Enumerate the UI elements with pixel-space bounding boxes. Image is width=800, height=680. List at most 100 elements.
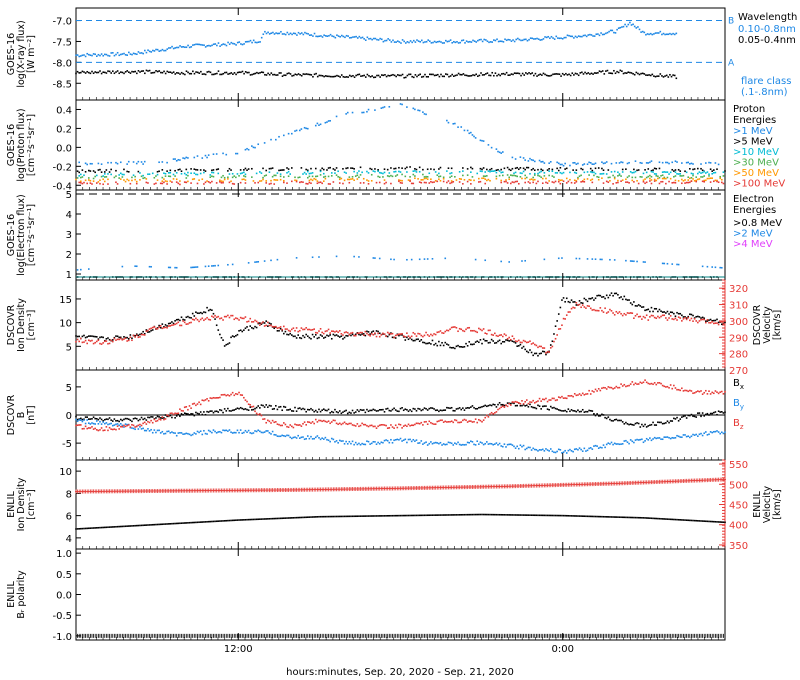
data-point bbox=[375, 410, 378, 412]
data-point bbox=[400, 74, 402, 77]
y-tick-label: -0.2 bbox=[52, 162, 72, 173]
data-point bbox=[561, 514, 563, 517]
data-point bbox=[352, 74, 354, 77]
data-point bbox=[220, 44, 223, 46]
data-point bbox=[345, 172, 347, 174]
data-point bbox=[164, 49, 167, 52]
data-point bbox=[498, 442, 501, 445]
data-point bbox=[541, 74, 543, 76]
data-point bbox=[225, 71, 228, 74]
data-point bbox=[206, 316, 208, 319]
data-point bbox=[633, 301, 635, 303]
data-point bbox=[75, 528, 77, 530]
data-point bbox=[190, 407, 192, 409]
data-point bbox=[502, 174, 504, 177]
data-point bbox=[215, 520, 218, 523]
data-point bbox=[209, 397, 212, 399]
data-point bbox=[136, 53, 138, 56]
data-point bbox=[424, 73, 426, 76]
data-point bbox=[516, 514, 518, 516]
data-point bbox=[155, 70, 157, 72]
data-point bbox=[497, 444, 499, 446]
data-point bbox=[398, 166, 400, 169]
data-point bbox=[430, 180, 432, 183]
data-point bbox=[607, 442, 610, 444]
data-point bbox=[342, 338, 344, 340]
data-point bbox=[350, 412, 352, 414]
data-point bbox=[268, 167, 271, 170]
data-point bbox=[177, 413, 180, 416]
data-point bbox=[438, 442, 440, 445]
data-point bbox=[362, 333, 365, 335]
data-point bbox=[174, 417, 176, 419]
data-point bbox=[91, 183, 93, 185]
data-point bbox=[540, 400, 542, 402]
data-point bbox=[260, 518, 263, 520]
data-point bbox=[471, 134, 474, 136]
data-point bbox=[587, 72, 590, 74]
data-point bbox=[533, 402, 536, 404]
data-point bbox=[134, 178, 136, 181]
data-point bbox=[402, 336, 405, 338]
data-point bbox=[86, 163, 88, 166]
data-point bbox=[447, 180, 450, 182]
data-point bbox=[223, 178, 226, 181]
data-point bbox=[514, 174, 517, 177]
data-point bbox=[478, 38, 481, 41]
data-point bbox=[177, 72, 180, 74]
data-point bbox=[116, 183, 119, 185]
data-point bbox=[283, 332, 285, 335]
data-point bbox=[422, 335, 424, 338]
data-point bbox=[204, 154, 207, 157]
data-point bbox=[471, 167, 474, 170]
y-axis-label: ENLIL bbox=[6, 491, 17, 518]
data-point bbox=[652, 438, 654, 440]
data-point bbox=[470, 179, 472, 181]
data-point bbox=[557, 448, 560, 451]
data-point bbox=[650, 170, 653, 173]
data-point bbox=[416, 75, 418, 78]
data-point bbox=[645, 74, 647, 76]
data-point bbox=[585, 35, 588, 38]
data-point bbox=[88, 53, 90, 56]
data-point bbox=[175, 434, 178, 437]
data-point bbox=[655, 307, 658, 310]
data-point bbox=[382, 408, 384, 411]
data-point bbox=[362, 177, 365, 180]
data-point bbox=[227, 519, 229, 522]
data-point bbox=[383, 106, 386, 108]
data-point bbox=[671, 436, 674, 439]
data-point bbox=[91, 422, 93, 424]
data-point bbox=[497, 150, 499, 153]
data-point bbox=[76, 338, 79, 341]
data-point bbox=[479, 167, 482, 170]
data-point bbox=[454, 175, 456, 178]
data-point bbox=[422, 41, 425, 44]
data-point bbox=[192, 44, 194, 46]
data-point bbox=[622, 25, 625, 28]
data-point bbox=[495, 341, 498, 344]
data-point bbox=[442, 421, 445, 423]
data-point bbox=[440, 41, 442, 43]
data-point bbox=[164, 432, 167, 435]
data-point bbox=[404, 42, 407, 44]
data-point bbox=[308, 73, 311, 76]
legend-title: Energies bbox=[733, 115, 776, 126]
data-point bbox=[388, 39, 391, 41]
data-point bbox=[283, 134, 285, 137]
data-point bbox=[620, 312, 622, 315]
data-point bbox=[597, 176, 600, 179]
data-point bbox=[113, 54, 116, 57]
data-point bbox=[267, 430, 269, 432]
data-point bbox=[487, 404, 490, 407]
data-point bbox=[524, 168, 526, 171]
data-point bbox=[636, 179, 638, 182]
data-point bbox=[548, 450, 550, 452]
data-point bbox=[435, 74, 437, 77]
data-point bbox=[398, 334, 400, 337]
data-point bbox=[134, 265, 136, 267]
data-point bbox=[391, 175, 394, 178]
data-point bbox=[589, 167, 592, 170]
data-point bbox=[102, 71, 105, 73]
data-point bbox=[211, 265, 213, 267]
